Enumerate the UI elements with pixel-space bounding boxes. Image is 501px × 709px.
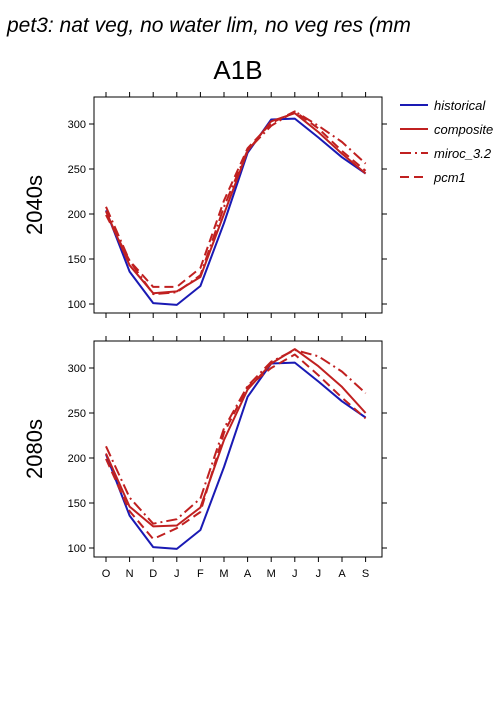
panel-2040s: 100 150 200 250 300 2040s bbox=[22, 92, 387, 318]
panel-label: 2080s bbox=[22, 419, 47, 479]
series-line-pcm1 bbox=[105, 353, 367, 540]
y-tick-label: 150 bbox=[68, 498, 86, 510]
series-line-composite bbox=[105, 112, 367, 295]
x-tick-label: A bbox=[338, 568, 346, 580]
series-line-miroc-3-2 bbox=[105, 349, 367, 525]
series-line-historical bbox=[105, 361, 367, 550]
legend-label: miroc_3.2 bbox=[434, 146, 492, 161]
series-line-composite bbox=[105, 348, 367, 528]
y-tick-label: 250 bbox=[68, 408, 86, 420]
legend-label: pcm1 bbox=[433, 170, 466, 185]
legend-label: historical bbox=[434, 98, 486, 113]
x-tick-label: M bbox=[219, 568, 228, 580]
legend-item: pcm1 bbox=[400, 170, 466, 185]
scenario-label: A1B bbox=[213, 55, 262, 85]
y-tick-label: 300 bbox=[68, 119, 86, 131]
y-tick-label: 100 bbox=[68, 299, 86, 311]
x-tick-label: J bbox=[174, 568, 180, 580]
legend-label: composite bbox=[434, 122, 493, 137]
chart-title: pet3: nat veg, no water lim, no veg res … bbox=[6, 14, 411, 37]
x-tick-label: A bbox=[244, 568, 252, 580]
panel-label: 2040s bbox=[22, 175, 47, 235]
y-tick-label: 150 bbox=[68, 254, 86, 266]
legend-item: miroc_3.2 bbox=[400, 146, 492, 161]
x-tick-label: N bbox=[126, 568, 134, 580]
y-tick-label: 200 bbox=[68, 453, 86, 465]
y-tick-label: 250 bbox=[68, 164, 86, 176]
panel-2080s: 100 150 200 250 300 O N D J F M A M J J A S 2080s bbox=[22, 336, 387, 580]
plot-frame bbox=[93, 96, 383, 314]
legend-item: composite bbox=[400, 122, 493, 137]
x-tick-label: F bbox=[197, 568, 204, 580]
x-tick-label: O bbox=[102, 568, 111, 580]
panels: 100 150 200 250 300 2040s 100 150 200 250 300 O N D J F… bbox=[22, 92, 387, 580]
x-tick-label: J bbox=[316, 568, 322, 580]
series-line-miroc-3-2 bbox=[105, 110, 367, 296]
x-tick-label: D bbox=[149, 568, 157, 580]
series-line-historical bbox=[105, 117, 367, 306]
x-tick-label: M bbox=[267, 568, 276, 580]
y-tick-label: 100 bbox=[68, 543, 86, 555]
series-line-pcm1 bbox=[105, 110, 367, 288]
legend: historical composite miroc_3.2 pcm1 bbox=[400, 98, 493, 185]
x-tick-label: J bbox=[292, 568, 298, 580]
x-tick-label: S bbox=[362, 568, 369, 580]
plot-frame bbox=[93, 340, 383, 558]
legend-item: historical bbox=[400, 98, 486, 113]
y-tick-label: 300 bbox=[68, 363, 86, 375]
y-tick-label: 200 bbox=[68, 209, 86, 221]
